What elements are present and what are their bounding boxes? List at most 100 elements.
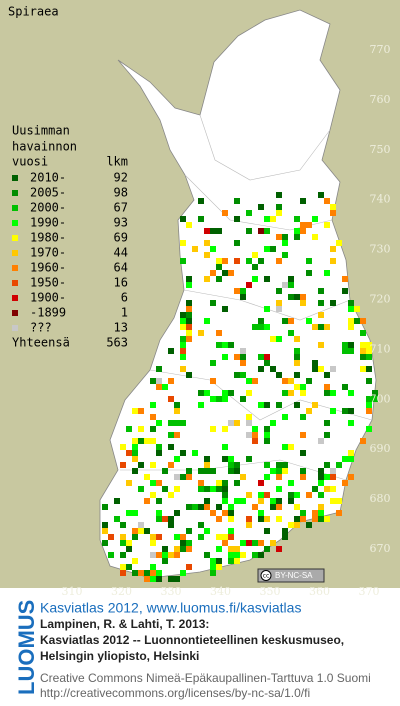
record-square [114,498,120,504]
record-square [258,492,264,498]
record-square [204,504,210,510]
record-square [342,384,348,390]
record-square [162,384,168,390]
record-square [246,432,252,438]
x-tick-label: 350 [260,585,281,598]
record-square [312,360,318,366]
record-square [252,426,258,432]
legend-label: 1990- [30,216,66,230]
record-square [294,384,300,390]
record-square [186,528,192,534]
record-square [270,498,276,504]
record-square [144,474,150,480]
record-square [126,450,132,456]
record-square [258,258,264,264]
record-square [174,486,180,492]
legend-count: 92 [114,171,128,185]
record-square [312,510,318,516]
record-square [150,564,156,570]
record-square [174,432,180,438]
record-square [294,348,300,354]
record-square [228,270,234,276]
record-square [324,372,330,378]
record-square [300,474,306,480]
record-square [150,552,156,558]
record-square [342,342,348,348]
license-text: Creative Commons Nimeä-Epäkaupallinen-Ta… [40,671,371,685]
record-square [186,546,192,552]
record-square [234,372,240,378]
legend-total-label: Yhteensä [12,336,70,350]
record-square [312,216,318,222]
record-square [258,228,264,234]
record-square [156,510,162,516]
record-square [240,552,246,558]
record-square [264,438,270,444]
record-square [210,378,216,384]
record-square [198,480,204,486]
record-square [276,210,282,216]
record-square [288,378,294,384]
record-square [240,354,246,360]
record-square [216,276,222,282]
record-square [360,318,366,324]
legend-label: ??? [30,321,52,335]
record-square [330,300,336,306]
record-square [312,486,318,492]
record-square [174,576,180,582]
record-square [132,534,138,540]
record-square [216,516,222,522]
record-square [132,510,138,516]
record-square [228,534,234,540]
record-square [252,378,258,384]
record-square [174,408,180,414]
record-square [234,216,240,222]
record-square [150,402,156,408]
record-square [138,528,144,534]
record-square [252,432,258,438]
record-square [264,216,270,222]
record-square [186,312,192,318]
record-square [366,426,372,432]
record-square [150,438,156,444]
record-square [264,246,270,252]
record-square [252,252,258,258]
record-square [228,510,234,516]
record-square [138,438,144,444]
legend-swatch [12,220,18,226]
record-square [270,420,276,426]
record-square [162,516,168,522]
record-square [276,462,282,468]
record-square [276,192,282,198]
record-square [228,390,234,396]
license-url: http://creativecommons.org/licenses/by-n… [40,686,310,700]
record-square [102,504,108,510]
record-square [234,558,240,564]
record-square [168,462,174,468]
record-square [366,342,372,348]
record-square [360,354,366,360]
record-square [240,294,246,300]
legend-count: 13 [114,321,128,335]
record-square [366,396,372,402]
record-square [366,354,372,360]
record-square [240,396,246,402]
record-square [318,468,324,474]
record-square [234,258,240,264]
record-square [258,366,264,372]
record-square [102,540,108,546]
record-square [186,540,192,546]
record-square [318,504,324,510]
record-square [294,516,300,522]
record-square [288,318,294,324]
record-square [216,396,222,402]
record-square [318,438,324,444]
legend-swatch [12,265,18,271]
record-square [126,546,132,552]
record-square [210,426,216,432]
record-square [138,426,144,432]
record-square [324,384,330,390]
record-square [168,348,174,354]
y-tick-label: 710 [370,342,391,355]
record-square [246,390,252,396]
